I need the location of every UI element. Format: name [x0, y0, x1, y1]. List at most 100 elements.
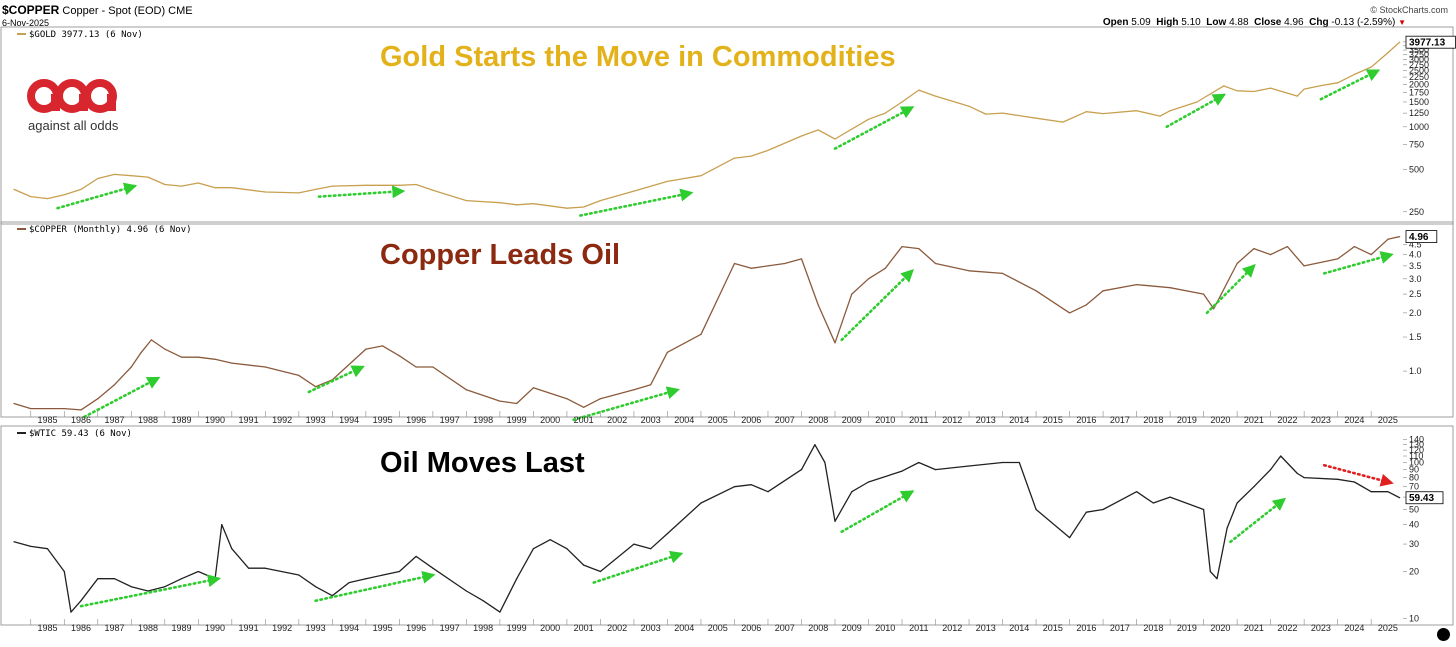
data-point [1370, 491, 1372, 493]
symbol-name: $COPPER [2, 3, 60, 17]
x-tick-label: 2015 [1043, 623, 1063, 633]
data-point [13, 188, 15, 191]
x-tick-label: 2012 [942, 415, 962, 425]
data-point [824, 461, 826, 464]
panel-title: Gold Starts the Move in Commodities [380, 41, 896, 73]
data-point [767, 265, 769, 267]
x-tick-label: 2010 [875, 415, 895, 425]
data-point [1102, 508, 1104, 511]
data-point [1236, 502, 1238, 504]
data-point [1035, 290, 1037, 292]
y-tick-label: 4.0 [1409, 250, 1422, 260]
logo-caption: against all odds [28, 118, 119, 133]
y-tick-label: 50 [1409, 504, 1419, 514]
data-point [733, 486, 736, 488]
y-tick-label: 30 [1409, 539, 1419, 549]
data-point [264, 191, 266, 193]
data-point [415, 183, 417, 186]
data-point [1399, 497, 1401, 499]
green-trend-arrow [317, 185, 406, 199]
data-point [398, 570, 400, 573]
x-tick-label: 1992 [272, 415, 292, 425]
data-point [465, 389, 467, 391]
x-tick-label: 2020 [1210, 415, 1230, 425]
data-point [566, 207, 568, 209]
data-point [264, 366, 266, 368]
data-point [46, 197, 49, 200]
y-tick-label: 750 [1409, 139, 1424, 149]
data-point [247, 567, 250, 569]
y-tick-label: 130 [1409, 440, 1424, 450]
x-tick-label: 2022 [1277, 415, 1297, 425]
x-tick-label: 1997 [440, 623, 460, 633]
data-point [1159, 115, 1161, 117]
data-point [834, 520, 836, 522]
high-label: High [1156, 17, 1179, 28]
data-point [97, 578, 99, 580]
data-point [633, 543, 635, 545]
x-tick-label: 2021 [1244, 623, 1264, 633]
data-point [1320, 84, 1322, 87]
series-line [13, 41, 1401, 209]
green-trend-arrow [833, 106, 915, 150]
data-point [164, 348, 166, 350]
data-point [1353, 246, 1356, 248]
data-point [700, 502, 702, 504]
data-point [1203, 293, 1205, 295]
y-tick-label: 2750 [1409, 60, 1429, 70]
x-tick-label: 2008 [808, 415, 828, 425]
data-point [532, 548, 535, 550]
data-point [1253, 247, 1255, 250]
data-point [918, 247, 920, 250]
data-point [934, 469, 937, 471]
x-tick-label: 1990 [205, 623, 225, 633]
data-point [901, 470, 903, 472]
legend-label: $COPPER (Monthly) 4.96 (6 Nov) [29, 225, 192, 235]
x-tick-label: 2004 [674, 415, 694, 425]
x-tick-label: 2003 [641, 623, 661, 633]
data-point [1001, 112, 1004, 114]
red-trend-arrow [1322, 463, 1394, 487]
x-tick-label: 2014 [1009, 415, 1029, 425]
x-tick-label: 1988 [138, 415, 158, 425]
y-tick-label: 2250 [1409, 72, 1429, 82]
panel-frame [0, 425, 1454, 626]
data-point [767, 149, 769, 152]
data-point [1102, 113, 1104, 115]
data-point [147, 176, 149, 178]
green-trend-arrow [307, 365, 365, 394]
data-point [80, 188, 82, 191]
data-point [532, 387, 535, 389]
data-point [1068, 537, 1071, 539]
data-point [1169, 287, 1171, 289]
x-tick-label: 1994 [339, 415, 359, 425]
last-value-box [1405, 491, 1444, 505]
data-point [1253, 90, 1255, 93]
data-point [180, 578, 183, 580]
data-point [63, 194, 65, 196]
data-point [1035, 508, 1037, 511]
x-tick-label: 2019 [1177, 415, 1197, 425]
data-point [666, 180, 669, 183]
data-point [1035, 117, 1037, 119]
data-point [1253, 486, 1255, 488]
x-tick-label: 1989 [172, 415, 192, 425]
close-label: Close [1254, 17, 1282, 28]
x-tick-label: 1993 [306, 623, 326, 633]
last-value-label: 59.43 [1409, 493, 1434, 504]
x-tick-label: 1994 [339, 623, 359, 633]
x-tick-label: 1991 [239, 623, 259, 633]
data-point [633, 389, 635, 391]
data-point [1399, 235, 1401, 238]
x-tick-label: 2022 [1277, 623, 1297, 633]
data-point [1337, 82, 1339, 84]
y-tick-label: 3.5 [1409, 261, 1422, 271]
x-tick-label: 2018 [1143, 415, 1163, 425]
scroll-dot-icon[interactable] [1437, 628, 1450, 641]
data-point [499, 611, 501, 613]
data-point [499, 400, 501, 402]
data-point [140, 351, 142, 353]
y-tick-label: 3500 [1409, 45, 1429, 55]
chart-panel-2: 1.0 1.5 2.0 2.5 3.0 3.54.04.5 $COPPER (Monthly… [0, 221, 1454, 425]
open-label: Open [1102, 17, 1129, 28]
